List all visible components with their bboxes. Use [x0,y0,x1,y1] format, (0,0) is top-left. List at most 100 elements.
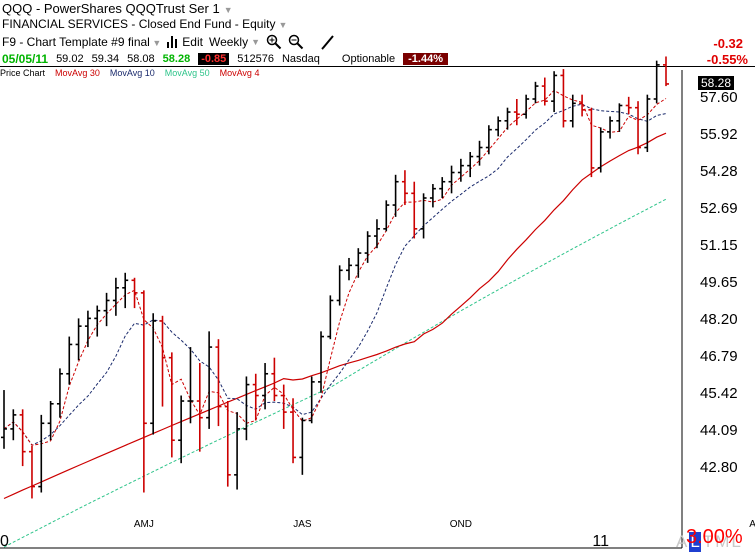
ohlc-bar [569,94,576,128]
optionable-label: Optionable [341,53,396,65]
ohlc-bar [196,363,203,452]
ohlc-bar [457,158,464,182]
ohlc-bar [448,165,455,194]
x-tick-label: JAS [293,519,312,530]
quote-exchange: Nasdaq [281,53,320,65]
ohlc-bar [112,277,119,316]
dropdown-arrow-icon[interactable]: ▼ [149,38,162,48]
ohlc-bar [178,395,185,464]
ohlc-bar [373,219,380,249]
ohlc-bar [541,77,548,106]
ohlc-bar [234,412,241,490]
quote-date: 05/05/11 [2,52,49,66]
template-label: F9 - Chart Template #9 final [2,35,150,49]
y-tick-label: 52.69 [700,200,738,217]
ohlc-bar [215,339,222,427]
ohlc-bar [429,184,436,208]
symbol-title[interactable]: QQQ - PowerShares QQQTrust Ser 1 ▼ [2,1,233,16]
scale-option[interactable]: L [731,532,741,551]
zoom-in-icon[interactable] [266,34,282,50]
chart-legend: Price Chart MovAvg 30 MovAvg 10 MovAvg 5… [0,68,259,78]
ma50-line [3,198,667,548]
scale-option[interactable]: M [715,532,730,551]
ohlc-bar [644,94,651,153]
period-selector[interactable]: Weekly ▼ [209,35,260,49]
ohlc-bar [122,272,129,309]
ohlc-bar [467,152,474,178]
quote-volume: 512576 [237,53,274,65]
quote-open: 59.02 [56,53,84,65]
edit-button[interactable]: Edit [167,35,203,49]
symbol-title-text: QQQ - PowerShares QQQTrust Ser 1 [2,1,220,16]
ohlc-bar [663,56,669,87]
legend-price: Price Chart [0,68,46,78]
zoom-out-icon[interactable] [288,34,304,50]
scale-option[interactable]: A [676,532,688,551]
ohlc-bar [318,331,325,393]
ohlc-bar [579,94,586,117]
ohlc-bar [513,99,520,126]
legend-ma50: MovAvg 50 [164,68,210,78]
pencil-icon[interactable] [320,34,336,50]
ohlc-bar [420,193,427,239]
ma10-line [3,103,667,446]
header-divider [0,66,755,67]
ohlc-bar [84,310,91,348]
ohlc-bar [495,116,502,137]
ohlc-bar [94,305,101,337]
ohlc-bar [327,295,334,340]
period-label: Weekly [208,35,249,49]
ohlc-bar [336,265,343,306]
ohlc-bar [243,376,250,441]
ohlc-bar [551,71,558,113]
quote-last: 58.28 [162,53,191,65]
sector-text: FINANCIAL SERVICES - Closed End Fund - E… [2,17,276,31]
dropdown-arrow-icon[interactable]: ▼ [278,20,288,30]
sector-line: FINANCIAL SERVICES - Closed End Fund - E… [2,17,287,31]
ohlc-bar [262,363,269,410]
x-tick-label: AMJ [749,519,755,530]
y-tick-label: 55.92 [700,125,738,143]
ohlc-bar [187,347,194,424]
ohlc-bar [280,384,287,429]
ohlc-bar [56,368,63,418]
ohlc-bar [290,398,297,464]
ohlc-bar [616,103,623,132]
quote-change: -0.85 [198,53,230,65]
ohlc-bar [308,376,315,424]
ohlc-bar [131,277,138,309]
ohlc-bar [597,127,604,173]
scale-percent: 3.00% [686,526,743,548]
last-price-tag: 58.28 [698,76,735,91]
period-change: -0.32 [713,36,743,51]
ohlc-bar [485,125,492,155]
y-tick-label: 49.65 [700,274,738,292]
ohlc-bar [28,445,35,499]
ohlc-bar [19,409,26,467]
ohlc-bar [635,101,642,155]
ohlc-bar [159,315,166,407]
x-tick-label: AMJ [134,519,154,530]
ohlc-bar [345,257,352,281]
ohlc-bar [299,417,306,475]
ohlc-bar [411,181,418,239]
scale-option[interactable]: T [702,532,714,551]
ohlc-bar [439,177,446,199]
y-tick-label: 45.42 [700,384,738,402]
ohlc-bar [150,313,157,435]
ma30-line [3,132,667,500]
scale-option[interactable]: L [689,532,701,552]
ohlc-bar [206,331,213,429]
dropdown-arrow-icon[interactable]: ▼ [223,5,233,15]
template-selector[interactable]: F9 - Chart Template #9 final ▼ [2,35,161,49]
ohlc-bar [66,336,73,385]
x-tick-label: 0 [0,533,9,550]
legend-ma4: MovAvg 4 [219,68,260,78]
y-tick-label: 42.80 [700,459,738,476]
dropdown-arrow-icon: ▼ [251,37,261,47]
ohlc-bar [653,60,660,104]
ohlc-bar [224,401,231,487]
ohlc-bar [504,107,511,130]
ohlc-bar [1,390,7,449]
